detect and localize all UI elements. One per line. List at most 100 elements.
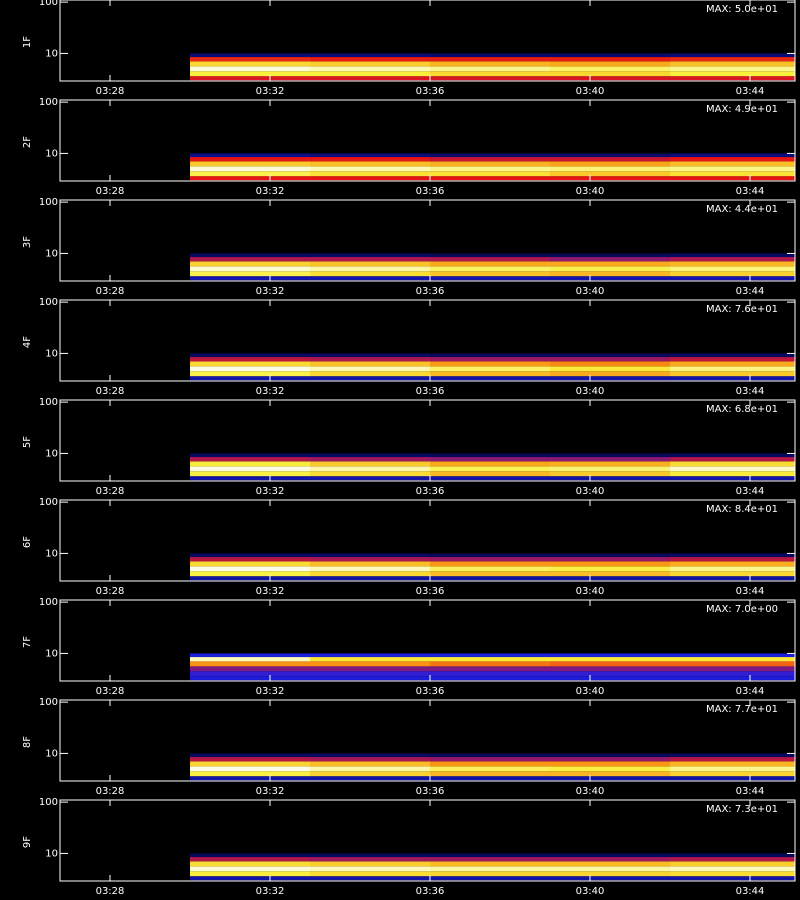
heat-cell: [190, 761, 310, 767]
x-tick-label: 03:36: [416, 186, 445, 197]
heat-cell: [430, 566, 550, 572]
heat-cell: [430, 557, 550, 562]
heat-cell: [190, 471, 310, 477]
heat-cell: [310, 471, 430, 477]
heat-cell: [430, 561, 550, 567]
heat-cell: [190, 553, 310, 558]
plot-frame: [59, 599, 796, 682]
heat-cell: [430, 276, 550, 281]
heat-cell: [670, 161, 795, 167]
y-tick-label: 100: [39, 297, 58, 308]
heat-cell: [310, 661, 430, 667]
heat-cell: [310, 757, 430, 762]
heat-cell: [670, 453, 795, 458]
heat-cell: [550, 861, 670, 867]
heat-cell: [310, 653, 430, 658]
y-tick-label: 10: [45, 748, 58, 759]
heat-cell: [190, 261, 310, 267]
y-axis-label: 5F: [22, 436, 33, 448]
heat-cell: [670, 776, 795, 781]
heat-cell: [670, 261, 795, 267]
heat-cell: [310, 576, 430, 581]
y-tick-label: 10: [45, 148, 58, 159]
heat-cell: [190, 76, 310, 81]
y-tick-label: 10: [45, 448, 58, 459]
heat-cell: [670, 71, 795, 77]
x-tick-label: 03:40: [576, 186, 605, 197]
heat-cell: [670, 461, 795, 467]
heat-cell: [550, 166, 670, 172]
heat-cell: [310, 161, 430, 167]
heat-cell: [310, 166, 430, 172]
heat-cell: [310, 866, 430, 872]
x-tick-label: 03:28: [96, 386, 125, 397]
heat-cell: [430, 757, 550, 762]
heat-cell: [430, 371, 550, 377]
heat-cell: [190, 457, 310, 462]
x-tick-label: 03:36: [416, 686, 445, 697]
heat-cell: [550, 276, 670, 281]
heat-cell: [310, 857, 430, 862]
x-tick-label: 03:44: [736, 386, 765, 397]
heat-cell: [310, 157, 430, 162]
y-tick-label: 100: [39, 0, 58, 8]
heat-cell: [430, 171, 550, 177]
x-tick-label: 03:36: [416, 486, 445, 497]
heat-cell: [190, 66, 310, 72]
heat-cell: [190, 566, 310, 572]
heat-cell: [550, 353, 670, 358]
heat-cell: [430, 57, 550, 62]
heat-cell: [430, 576, 550, 581]
max-annotation: MAX: 4.4e+01: [706, 204, 778, 215]
x-tick-label: 03:44: [736, 686, 765, 697]
heat-cell: [550, 261, 670, 267]
heat-cell: [190, 661, 310, 667]
heat-cell: [190, 357, 310, 362]
heat-cell: [190, 266, 310, 272]
x-tick-label: 03:32: [256, 886, 285, 897]
heat-cell: [670, 66, 795, 72]
heat-cell: [550, 457, 670, 462]
y-tick-label: 10: [45, 348, 58, 359]
heat-cell: [670, 357, 795, 362]
heat-cell: [190, 166, 310, 172]
heat-cell: [190, 557, 310, 562]
heat-cell: [670, 761, 795, 767]
x-tick-label: 03:36: [416, 586, 445, 597]
heat-cell: [550, 157, 670, 162]
x-tick-label: 03:28: [96, 86, 125, 97]
heat-cell: [670, 576, 795, 581]
heat-cell: [310, 66, 430, 72]
heat-cell: [670, 353, 795, 358]
heat-cell: [190, 653, 310, 658]
heat-cell: [190, 757, 310, 762]
heat-cell: [190, 257, 310, 262]
heat-cell: [430, 671, 550, 677]
heat-cell: [550, 76, 670, 81]
heat-cell: [670, 557, 795, 562]
heat-cell: [550, 557, 670, 562]
heat-cell: [430, 361, 550, 367]
heat-cell: [550, 766, 670, 772]
heat-cell: [550, 53, 670, 58]
heat-cell: [670, 257, 795, 262]
heat-cell: [670, 571, 795, 577]
max-annotation: MAX: 6.8e+01: [706, 404, 778, 415]
x-tick-label: 03:36: [416, 886, 445, 897]
heat-cell: [670, 661, 795, 667]
heat-cell: [670, 566, 795, 572]
heat-cell: [550, 576, 670, 581]
x-tick-label: 03:44: [736, 886, 765, 897]
max-annotation: MAX: 7.0e+00: [706, 604, 778, 615]
heat-cell: [670, 861, 795, 867]
heat-cell: [550, 671, 670, 677]
x-tick-label: 03:40: [576, 486, 605, 497]
heat-cell: [310, 761, 430, 767]
heat-cell: [190, 466, 310, 472]
heat-cell: [310, 876, 430, 881]
heat-cell: [310, 271, 430, 277]
heat-cell: [670, 276, 795, 281]
x-tick-label: 03:36: [416, 786, 445, 797]
heat-cell: [550, 453, 670, 458]
